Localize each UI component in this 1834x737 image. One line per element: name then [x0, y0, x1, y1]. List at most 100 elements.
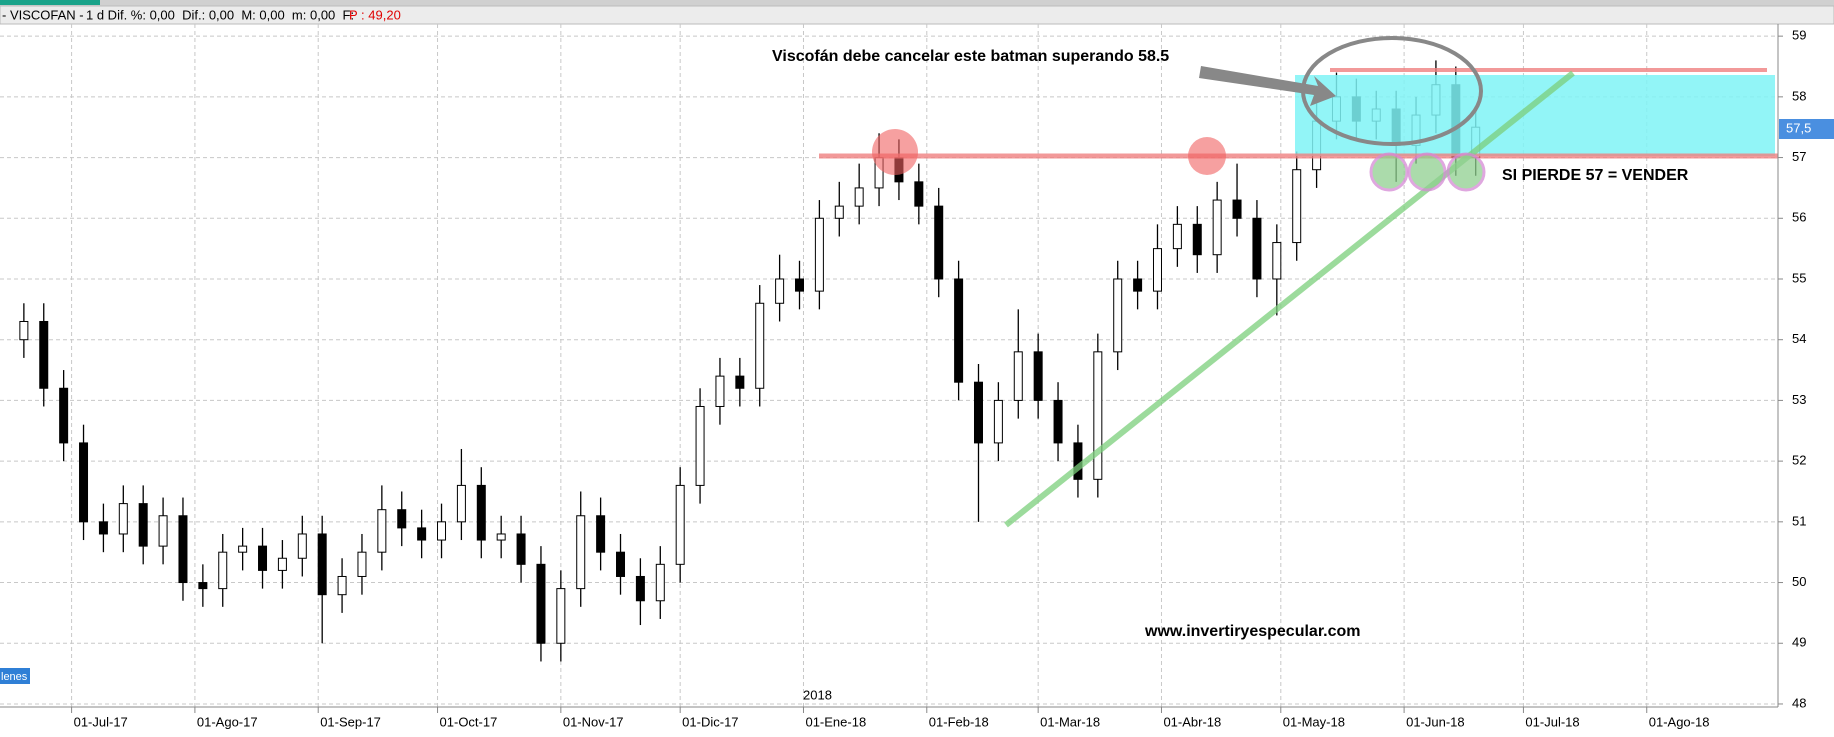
x-tick-label: 01-Dic-17: [682, 714, 738, 729]
candle: [437, 503, 447, 559]
candle: [1192, 206, 1202, 273]
candle-body: [795, 278, 805, 292]
candle-body: [934, 205, 944, 280]
candle: [556, 570, 566, 662]
candle-body: [1152, 248, 1162, 292]
candle: [576, 491, 586, 607]
side-tab-label: lenes: [1, 671, 28, 683]
candle-body: [695, 405, 705, 486]
candle: [973, 363, 983, 522]
candle-body: [1033, 351, 1043, 401]
candle: [1152, 224, 1162, 310]
candle-body: [98, 521, 108, 535]
candle-body: [297, 533, 307, 559]
candle: [178, 497, 188, 601]
candle-body: [178, 515, 188, 584]
candle: [1073, 424, 1083, 498]
candle: [297, 515, 307, 577]
candle: [715, 357, 725, 425]
x-tick-label: 01-Jul-17: [74, 714, 128, 729]
candle: [377, 485, 387, 571]
candle-body: [357, 551, 367, 577]
candle: [1212, 181, 1222, 273]
candle: [19, 303, 29, 358]
candle: [1172, 206, 1182, 267]
bottom-circle: [1369, 152, 1409, 192]
header-price: P : 49,20: [349, 7, 401, 22]
x-tick-label: 01-Ago-18: [1649, 714, 1710, 729]
candle-body: [118, 503, 128, 535]
candle: [775, 254, 785, 322]
candle-body: [616, 551, 626, 577]
candle: [79, 424, 89, 541]
bottom-circle: [1446, 152, 1486, 192]
candle-body: [914, 181, 924, 207]
candle-body: [576, 515, 586, 590]
candle: [476, 467, 486, 559]
candle: [456, 448, 466, 541]
header-symbol: - VISCOFAN -: [2, 7, 84, 22]
candle: [218, 533, 228, 607]
candle-body: [516, 533, 526, 565]
y-tick-label: 50: [1792, 574, 1806, 589]
candle-body: [1292, 169, 1302, 244]
y-tick-label: 48: [1792, 695, 1806, 710]
candle-body: [19, 320, 29, 341]
candle: [317, 515, 327, 644]
candle-body: [397, 509, 407, 529]
candle-body: [456, 484, 466, 523]
candle-body: [1172, 223, 1182, 250]
candle: [1272, 224, 1282, 316]
annotation-signal: SI PIERDE 57 = VENDER: [1502, 167, 1689, 184]
candle: [1093, 333, 1103, 498]
candle-body: [715, 375, 725, 407]
candle-body: [158, 515, 168, 547]
candle: [735, 357, 745, 407]
x-tick-label: 01-Oct-17: [440, 714, 498, 729]
candle-body: [1272, 242, 1282, 280]
y-tick-label: 57: [1792, 149, 1806, 164]
candle-body: [277, 557, 287, 571]
candle-body: [556, 588, 566, 644]
x-tick-label: 01-Sep-17: [320, 714, 381, 729]
candle: [138, 485, 148, 565]
candle-body: [1093, 351, 1103, 480]
candle-body: [755, 302, 765, 389]
candle: [795, 260, 805, 310]
candle-body: [655, 563, 665, 602]
candle: [755, 285, 765, 407]
candle: [655, 546, 665, 619]
candle: [993, 382, 1003, 462]
year-label: 2018: [803, 687, 832, 702]
candle: [1292, 151, 1302, 261]
candle: [277, 540, 287, 589]
candle: [496, 515, 506, 559]
x-tick-label: 01-Jul-18: [1525, 714, 1579, 729]
candle: [834, 181, 844, 237]
candle-body: [39, 320, 49, 389]
candle-body: [675, 484, 685, 565]
candle: [616, 533, 626, 595]
candle-body: [775, 278, 785, 304]
candle: [1033, 333, 1043, 419]
x-tick-label: 01-Ene-18: [805, 714, 866, 729]
candle-body: [854, 187, 864, 207]
candle: [814, 200, 824, 310]
candle-body: [1113, 278, 1123, 353]
candle: [914, 163, 924, 225]
candle-body: [596, 515, 606, 553]
candle: [1113, 260, 1123, 371]
x-tick-label: 01-Nov-17: [563, 714, 624, 729]
candle: [635, 558, 645, 626]
candle-body: [536, 563, 546, 644]
x-tick-label: 01-Mar-18: [1040, 714, 1100, 729]
candle: [516, 515, 526, 583]
candle: [397, 491, 407, 547]
candle-body: [377, 509, 387, 553]
x-tick-label: 01-Abr-18: [1163, 714, 1221, 729]
y-tick-label: 49: [1792, 635, 1806, 650]
candle: [198, 564, 208, 607]
candle-body: [138, 503, 148, 547]
candle-body: [437, 521, 447, 541]
